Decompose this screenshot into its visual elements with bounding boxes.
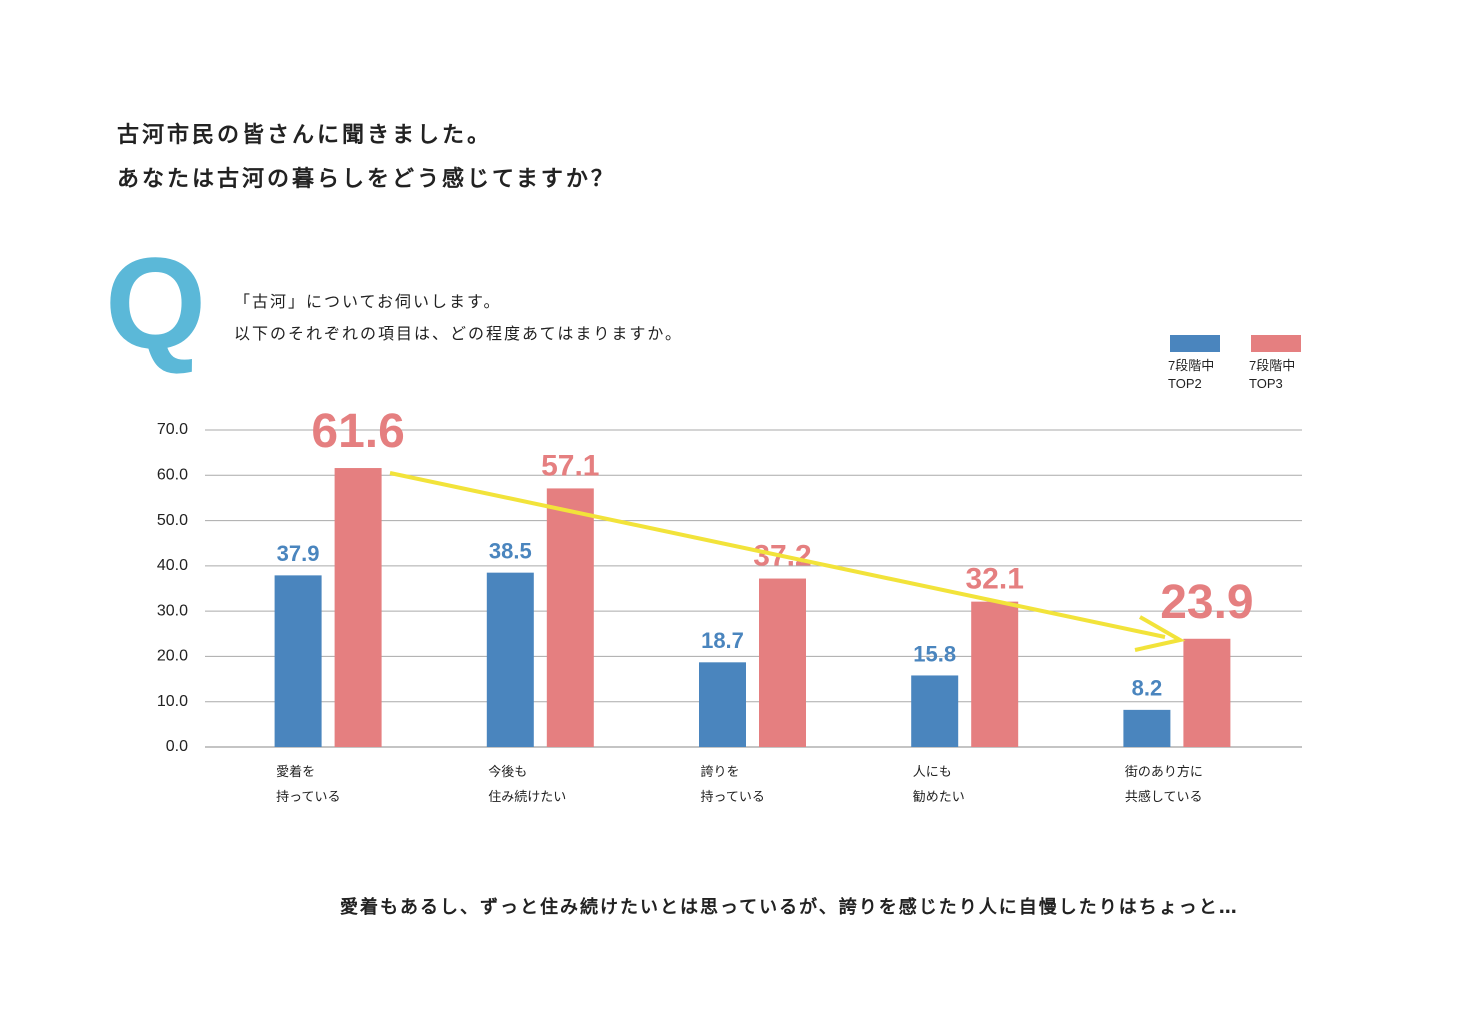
x-tick-label: 愛着を 持っている	[276, 765, 341, 805]
bar	[1183, 638, 1231, 747]
legend-label: 7段階中 TOP2	[1168, 358, 1215, 391]
legend-swatch	[1251, 335, 1301, 352]
legend-swatch	[1170, 335, 1220, 352]
value-label: 61.6	[311, 405, 404, 458]
value-label: 8.2	[1132, 676, 1163, 701]
bar	[1123, 709, 1171, 747]
value-label: 38.5	[489, 538, 532, 563]
question-label: Q	[105, 230, 207, 376]
y-tick-label: 50.0	[157, 512, 188, 529]
bar	[486, 572, 534, 747]
bar	[274, 575, 322, 747]
y-tick-label: 60.0	[157, 467, 188, 484]
bar	[334, 468, 382, 747]
value-label: 23.9	[1160, 576, 1253, 629]
bar	[546, 488, 594, 747]
y-tick-label: 30.0	[157, 602, 188, 619]
x-tick-label: 今後も 住み続けたい	[488, 765, 567, 805]
bar	[699, 662, 746, 747]
x-tick-label: 誇りを 持っている	[700, 765, 765, 805]
title: 古河市民の皆さんに聞きました。 あなたは古河の暮らしをどう感じてますか？	[117, 123, 616, 192]
legend-label: 7段階中 TOP3	[1249, 358, 1296, 391]
value-label: 37.9	[277, 541, 320, 566]
value-label: 15.8	[913, 641, 956, 666]
bar	[759, 578, 806, 747]
y-tick-label: 20.0	[157, 648, 188, 665]
bar	[911, 675, 959, 747]
y-tick-label: 70.0	[157, 421, 188, 438]
bar	[971, 601, 1019, 747]
x-tick-label: 人にも 勧めたい	[912, 765, 965, 805]
x-tick-label: 街のあり方に 共感している	[1124, 765, 1203, 805]
value-label: 57.1	[541, 449, 599, 482]
y-tick-label: 10.0	[157, 693, 188, 710]
value-label: 18.7	[701, 628, 744, 653]
y-tick-label: 40.0	[157, 557, 188, 574]
trend-arrow	[389, 471, 1186, 652]
question-text: 「古河」についてお伺いします。 以下のそれぞれの項目は、どの程度あてはまりますか…	[234, 292, 684, 343]
value-label: 32.1	[966, 563, 1024, 596]
footer-text: 愛着もあるし、ずっと住み続けたいとは思っているが、誇りを感じたり人に自慢したりは…	[340, 897, 1239, 918]
y-tick-label: 0.0	[166, 738, 188, 755]
